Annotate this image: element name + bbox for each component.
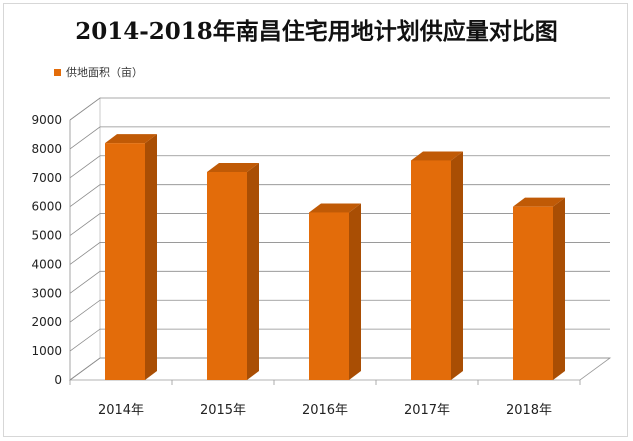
legend-label: 供地面积（亩） <box>66 66 143 79</box>
x-tick-label: 2016年 <box>302 403 348 418</box>
bar-side <box>247 163 259 380</box>
bar-side <box>553 197 565 380</box>
bar-side <box>349 203 361 380</box>
bar-side <box>145 134 157 380</box>
gridline <box>69 97 610 121</box>
y-tick-label: 5000 <box>31 229 62 243</box>
bar-top <box>411 151 463 161</box>
gridline <box>69 126 610 150</box>
bar <box>309 212 349 380</box>
x-tick-label: 2015年 <box>200 403 246 418</box>
bar-top <box>207 163 259 172</box>
bar-side <box>451 151 463 380</box>
x-tick-label: 2018年 <box>506 403 552 418</box>
y-tick-label: 2000 <box>31 315 62 329</box>
legend: 供地面积（亩） <box>54 64 143 80</box>
legend-swatch <box>54 68 61 76</box>
y-tick-label: 8000 <box>31 142 62 156</box>
bar <box>411 160 451 380</box>
y-tick-label: 7000 <box>31 171 62 185</box>
bar <box>207 172 247 380</box>
bar <box>513 206 553 380</box>
y-tick-label: 4000 <box>31 257 62 271</box>
bar-top <box>105 134 157 144</box>
bar-top <box>309 203 361 213</box>
chart-side-wall <box>69 97 101 381</box>
bar-top <box>513 197 565 207</box>
y-tick-label: 0 <box>54 373 62 387</box>
y-tick-label: 6000 <box>31 200 62 214</box>
x-tick-label: 2017年 <box>404 403 450 418</box>
y-tick-label: 1000 <box>31 344 62 358</box>
chart-title: 2014-2018年南昌住宅用地计划供应量对比图 <box>75 18 558 45</box>
y-tick-label: 9000 <box>31 113 62 127</box>
y-tick-label: 3000 <box>31 286 62 300</box>
bar <box>105 143 145 380</box>
x-tick-label: 2014年 <box>98 403 144 418</box>
